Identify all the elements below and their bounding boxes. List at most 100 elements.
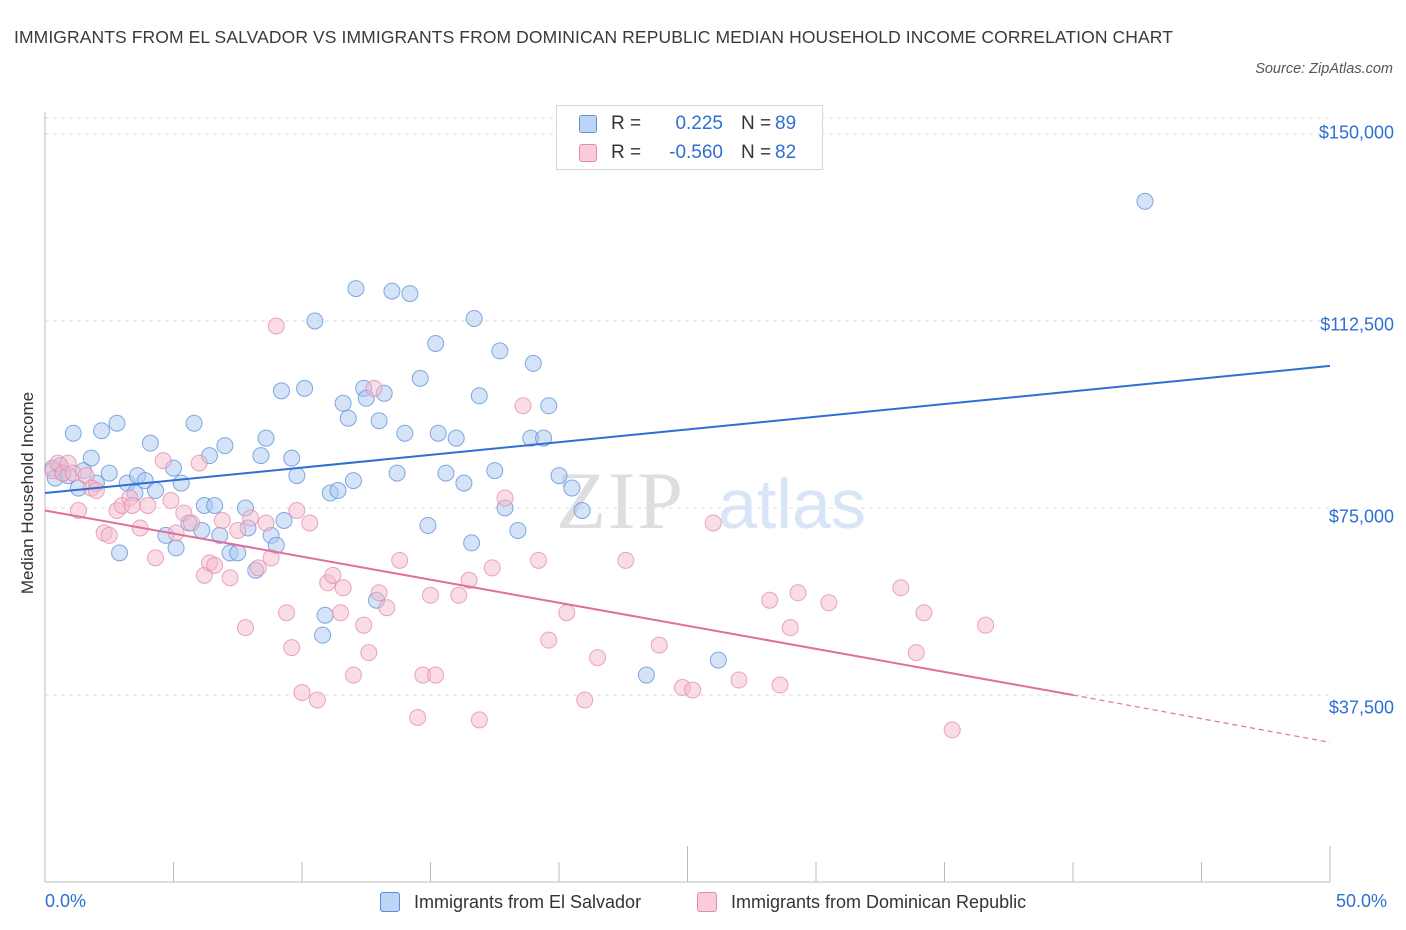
data-point-blue	[463, 534, 481, 552]
data-point-pink	[496, 489, 514, 507]
y-tick-label-37500: $37,500	[1328, 697, 1394, 718]
data-point-pink	[332, 604, 350, 622]
y-axis-label: Median Household Income	[18, 391, 37, 595]
data-point-pink	[236, 619, 254, 637]
data-point-blue	[329, 482, 347, 500]
data-point-blue	[111, 544, 129, 562]
data-point-pink	[213, 511, 231, 529]
data-point-pink	[301, 514, 319, 532]
trend-line-dominican-republic	[44, 509, 1074, 696]
pink-swatch-icon	[579, 144, 597, 162]
legend-row-el-salvador: R = 0.225 N = 89	[579, 110, 796, 138]
data-point-blue	[709, 651, 727, 669]
data-point-pink	[943, 721, 961, 739]
pink-swatch-icon	[697, 892, 717, 912]
data-point-pink	[365, 379, 383, 397]
data-point-pink	[529, 551, 547, 569]
y-tick-label-150000: $150,000	[1318, 122, 1394, 143]
data-point-pink	[344, 666, 362, 684]
data-point-blue	[491, 342, 509, 360]
trend-line-dominican-republic-extension	[1072, 694, 1331, 743]
data-point-pink	[283, 639, 301, 657]
data-point-pink	[907, 644, 925, 662]
data-point-blue	[288, 467, 306, 485]
data-point-blue	[272, 382, 290, 400]
data-point-blue	[141, 434, 159, 452]
data-point-blue	[370, 412, 388, 430]
data-point-pink	[781, 619, 799, 637]
data-point-pink	[730, 671, 748, 689]
data-point-pink	[820, 594, 838, 612]
data-point-blue	[339, 409, 357, 427]
data-point-blue	[82, 449, 100, 467]
n-label: N =	[741, 113, 772, 134]
data-point-blue	[524, 354, 542, 372]
n-value: 89	[775, 113, 797, 134]
y-tick-label-112500: $112,500	[1320, 314, 1394, 335]
source-label: Source: ZipAtlas.com	[1255, 61, 1393, 77]
data-point-pink	[977, 616, 995, 634]
data-point-blue	[167, 539, 185, 557]
data-point-pink	[514, 397, 532, 415]
data-point-pink	[617, 551, 635, 569]
data-point-pink	[422, 586, 439, 604]
data-point-pink	[249, 559, 267, 577]
data-point-pink	[308, 691, 326, 709]
data-point-blue	[316, 606, 334, 624]
data-point-blue	[136, 472, 154, 490]
data-point-pink	[589, 649, 607, 667]
data-point-blue	[535, 429, 553, 447]
data-point-blue	[486, 462, 504, 480]
data-point-pink	[293, 684, 311, 702]
x-tick-label-0: 0.0%	[45, 891, 87, 911]
r-label: R =	[611, 113, 642, 134]
data-point-pink	[267, 317, 285, 335]
data-point-pink	[257, 514, 275, 532]
data-point-blue	[509, 521, 527, 539]
data-point-blue	[252, 447, 270, 465]
data-point-pink	[100, 526, 118, 544]
data-point-blue	[93, 422, 111, 440]
data-point-blue	[100, 464, 118, 482]
data-point-blue	[216, 437, 234, 455]
data-point-pink	[139, 497, 157, 515]
r-label: R =	[611, 142, 642, 163]
x-tick-label-50: 50.0%	[1336, 891, 1388, 911]
data-point-blue	[540, 397, 558, 415]
data-point-blue	[306, 312, 324, 330]
data-point-pink	[483, 559, 501, 577]
data-point-blue	[437, 464, 455, 482]
trend-line-el-salvador	[44, 364, 1331, 495]
data-point-blue	[411, 369, 429, 387]
data-point-pink	[262, 549, 280, 567]
data-point-pink	[147, 549, 165, 567]
data-point-blue	[455, 474, 473, 492]
n-label: N =	[741, 142, 772, 163]
data-point-pink	[650, 636, 668, 654]
watermark-zip: ZIP	[556, 455, 685, 546]
data-point-blue	[296, 379, 314, 397]
data-point-pink	[558, 604, 576, 622]
data-point-pink	[450, 586, 468, 604]
data-point-pink	[470, 711, 488, 729]
data-point-blue	[429, 424, 447, 442]
chart-title: IMMIGRANTS FROM EL SALVADOR VS IMMIGRANT…	[14, 27, 1173, 47]
blue-swatch-icon	[579, 115, 597, 133]
data-point-blue	[257, 429, 275, 447]
data-point-blue	[637, 666, 655, 684]
data-point-blue	[314, 626, 332, 644]
legend-row-dominican-republic: R = -0.560 N = 82	[579, 139, 796, 167]
data-point-pink	[324, 566, 342, 584]
data-point-pink	[427, 666, 445, 684]
data-point-blue	[419, 516, 437, 534]
data-point-pink	[360, 644, 378, 662]
y-tick-label-75000: $75,000	[1328, 506, 1394, 527]
data-point-blue	[465, 310, 483, 328]
data-point-blue	[573, 501, 591, 519]
correlation-legend: R = 0.225 N = 89 R = -0.560 N = 82	[556, 105, 823, 170]
watermark-atlas: atlas	[718, 465, 866, 543]
data-point-pink	[182, 514, 200, 532]
data-point-blue	[470, 387, 488, 405]
data-point-blue	[447, 429, 465, 447]
data-point-pink	[87, 482, 105, 500]
